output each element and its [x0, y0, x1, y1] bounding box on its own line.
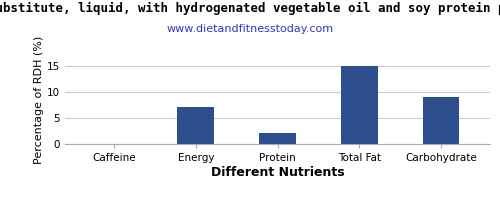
Y-axis label: Percentage of RDH (%): Percentage of RDH (%)	[34, 36, 44, 164]
Bar	[341, 66, 378, 144]
Text: substitute, liquid, with hydrogenated vegetable oil and soy protein pe: substitute, liquid, with hydrogenated ve…	[0, 2, 500, 15]
X-axis label: Different Nutrients: Different Nutrients	[210, 166, 344, 179]
Bar	[259, 133, 296, 144]
Bar	[422, 97, 460, 144]
Bar	[178, 107, 214, 144]
Text: www.dietandfitnesstoday.com: www.dietandfitnesstoday.com	[166, 24, 334, 34]
